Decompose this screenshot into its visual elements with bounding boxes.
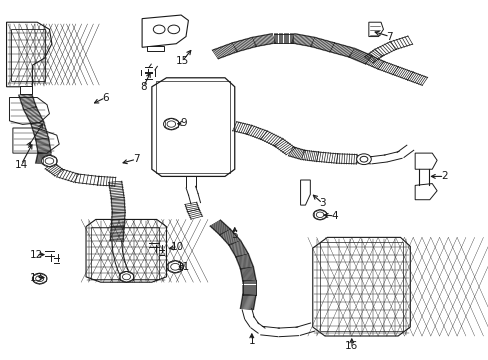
Text: 14: 14 xyxy=(15,159,28,170)
Polygon shape xyxy=(13,128,59,153)
Bar xyxy=(156,81,229,173)
Bar xyxy=(147,45,163,51)
Polygon shape xyxy=(414,153,436,169)
Text: 10: 10 xyxy=(170,242,183,252)
Text: 6: 6 xyxy=(102,93,109,103)
Polygon shape xyxy=(152,78,234,176)
Text: 8: 8 xyxy=(140,82,146,92)
Text: 7: 7 xyxy=(386,32,392,41)
Circle shape xyxy=(153,25,164,34)
Polygon shape xyxy=(300,180,310,205)
Text: 9: 9 xyxy=(180,118,186,128)
Circle shape xyxy=(41,155,57,167)
Text: 13: 13 xyxy=(30,273,43,283)
Text: 12: 12 xyxy=(30,249,43,260)
Circle shape xyxy=(45,158,54,164)
Circle shape xyxy=(167,121,175,127)
Polygon shape xyxy=(414,184,436,200)
Circle shape xyxy=(122,274,130,280)
Text: 15: 15 xyxy=(176,56,189,66)
Bar xyxy=(20,86,32,94)
Circle shape xyxy=(36,276,43,282)
Text: 5: 5 xyxy=(231,230,238,239)
Text: 11: 11 xyxy=(177,262,190,272)
Circle shape xyxy=(166,261,183,273)
Text: 16: 16 xyxy=(345,341,358,351)
Bar xyxy=(320,242,402,331)
Text: 2: 2 xyxy=(440,171,447,181)
Circle shape xyxy=(313,210,326,220)
Circle shape xyxy=(163,118,179,130)
Polygon shape xyxy=(86,220,166,282)
Polygon shape xyxy=(142,15,188,47)
Circle shape xyxy=(32,273,47,284)
Circle shape xyxy=(356,154,370,165)
Polygon shape xyxy=(368,22,383,37)
Bar xyxy=(91,226,159,279)
Text: 3: 3 xyxy=(319,198,325,208)
Text: 1: 1 xyxy=(248,336,255,346)
Circle shape xyxy=(119,271,134,282)
Polygon shape xyxy=(312,237,409,336)
Circle shape xyxy=(167,25,179,34)
Bar xyxy=(11,30,44,81)
Polygon shape xyxy=(9,98,49,125)
Circle shape xyxy=(316,212,323,217)
Polygon shape xyxy=(6,22,52,87)
Text: 4: 4 xyxy=(331,211,337,221)
Circle shape xyxy=(359,156,367,162)
Text: 7: 7 xyxy=(133,154,139,164)
Circle shape xyxy=(170,264,180,270)
